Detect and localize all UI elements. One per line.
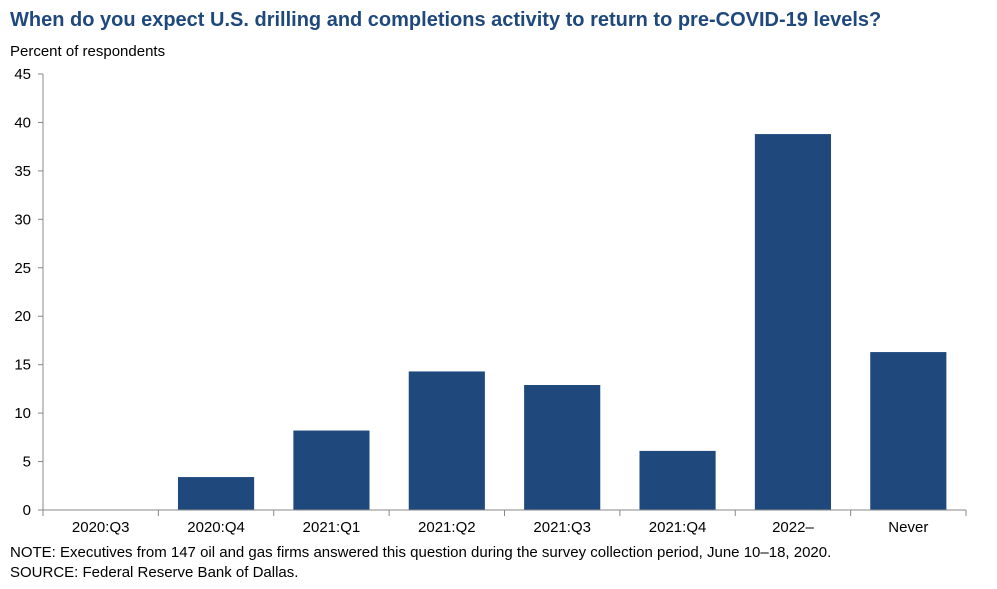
y-tick-label: 45: [14, 66, 31, 83]
y-axis-label: Percent of respondents: [10, 43, 166, 60]
source-text: SOURCE: Federal Reserve Bank of Dallas.: [10, 564, 299, 581]
y-tick-label: 40: [14, 114, 31, 131]
y-tick-label: 25: [14, 260, 31, 277]
x-tick-label: 2021:Q3: [533, 519, 591, 536]
axes-group: 0 5 10 15 20 25 30 35 40 45 2020:Q3 2020:Q4 2021:Q1 2…: [14, 66, 967, 536]
x-tick-label: 2020:Q4: [187, 519, 245, 536]
bar-2021:Q4: [639, 450, 716, 510]
bar-2021:Q1: [293, 430, 370, 510]
y-tick-label: 5: [23, 454, 31, 471]
y-tick-label: 20: [14, 308, 31, 325]
bar-2021:Q3: [524, 385, 601, 510]
bar-2021:Q2: [408, 371, 485, 510]
x-tick-label: 2021:Q2: [418, 519, 476, 536]
y-tick-label: 0: [23, 502, 31, 519]
bar-Never: [870, 352, 947, 510]
footnotes: NOTE: Executives from 147 oil and gas fi…: [10, 543, 831, 583]
bar-2020:Q4: [177, 477, 255, 510]
bar-2022–: [754, 134, 832, 510]
y-tick-label: 35: [14, 163, 31, 180]
chart-title: When do you expect U.S. drilling and com…: [10, 9, 882, 31]
x-tick-label: 2021:Q4: [649, 519, 707, 536]
x-tick-label: 2022–: [772, 519, 814, 536]
x-tick-label: Never: [888, 519, 928, 536]
x-tick-label: 2021:Q1: [303, 519, 361, 536]
y-tick-label: 10: [14, 405, 31, 422]
note-text: NOTE: Executives from 147 oil and gas fi…: [10, 544, 832, 561]
x-tick-label: 2020:Q3: [72, 519, 130, 536]
y-tick-label: 30: [14, 211, 31, 228]
bars-group: [177, 134, 947, 510]
y-tick-label: 15: [14, 357, 31, 374]
